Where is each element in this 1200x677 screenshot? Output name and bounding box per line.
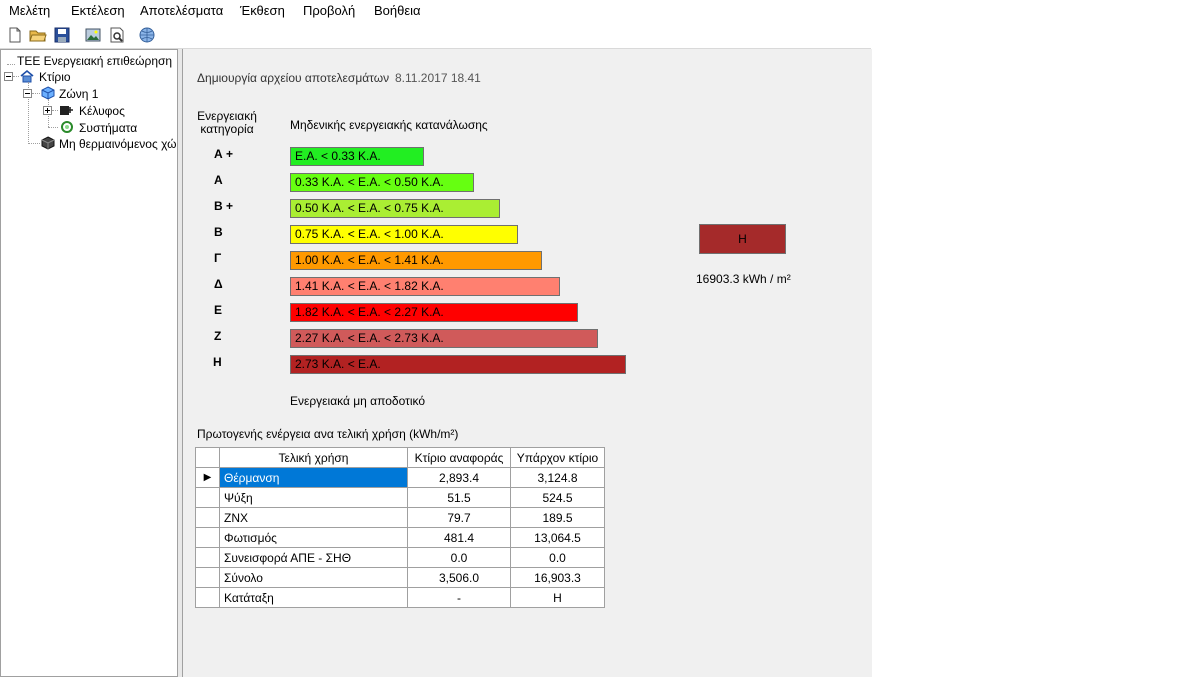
cell-existing-value[interactable]: 16,903.3 — [510, 567, 605, 588]
menu-voitheia[interactable]: Βοήθεια — [374, 3, 421, 18]
created-label: Δημιουργία αρχείου αποτελεσμάτων — [197, 71, 390, 85]
table-header-row: Τελική χρήση Κτίριο αναφοράς Υπάρχον κτί… — [195, 447, 605, 468]
tree-node-unheated-space[interactable]: Μη θερμαινόμενος χώ — [59, 137, 177, 151]
rating-bar: 1.41 Κ.Α. < Ε.Α. < 1.82 Κ.Α. — [290, 277, 560, 296]
table-row[interactable]: ΖΝΧ 79.7 189.5 — [195, 507, 605, 528]
category-label: Ε — [214, 303, 223, 317]
cell-reference-value[interactable]: 2,893.4 — [407, 467, 511, 488]
cell-existing-value[interactable]: 524.5 — [510, 487, 605, 508]
category-label: Β — [214, 225, 223, 239]
rating-value: 16903.3 kWh / m² — [696, 272, 791, 286]
inefficient-label: Ενεργειακά μη αποδοτικό — [290, 394, 426, 408]
row-header-corner — [195, 447, 220, 468]
category-label: Α — [214, 173, 223, 187]
new-file-icon[interactable] — [6, 26, 24, 44]
rating-bar: 2.73 Κ.Α. < Ε.Α. — [290, 355, 626, 374]
table-row[interactable]: Συνεισφορά ΑΠΕ - ΣΗΘ 0.0 0.0 — [195, 547, 605, 568]
rating-bar: 0.33 Κ.Α. < Ε.Α. < 0.50 Κ.Α. — [290, 173, 474, 192]
cell-reference-value[interactable]: - — [407, 587, 511, 608]
row-header[interactable] — [195, 567, 220, 588]
project-tree: ΤΕΕ Ενεργειακή επιθεώρηση Κτίριο Ζώνη 1 … — [0, 49, 178, 677]
table-title: Πρωτογενής ενέργεια ανα τελική χρήση (kW… — [197, 427, 459, 441]
created-date: 8.11.2017 18.41 — [395, 71, 481, 85]
envelope-icon — [59, 103, 73, 120]
tree-node-zone-1[interactable]: Ζώνη 1 — [59, 87, 99, 101]
cell-end-use[interactable]: ΖΝΧ — [219, 507, 408, 528]
application-window: Μελέτη Εκτέλεση Αποτελέσματα Έκθεση Προβ… — [0, 0, 872, 677]
category-label: Η — [213, 355, 222, 369]
table-row[interactable]: Φωτισμός 481.4 13,064.5 — [195, 527, 605, 548]
cell-end-use[interactable]: Φωτισμός — [219, 527, 408, 548]
tree-node-systems[interactable]: Συστήματα — [79, 121, 138, 135]
cell-end-use[interactable]: Κατάταξη — [219, 587, 408, 608]
cell-reference-value[interactable]: 3,506.0 — [407, 567, 511, 588]
current-row-indicator-icon: ▶ — [195, 467, 220, 488]
rating-bar: 1.00 Κ.Α. < Ε.Α. < 1.41 Κ.Α. — [290, 251, 542, 270]
column-header-reference-building[interactable]: Κτίριο αναφοράς — [407, 447, 511, 468]
tree-node-building[interactable]: Κτίριο — [39, 70, 71, 84]
category-label: Δ — [214, 277, 223, 291]
category-header: Ενεργειακή κατηγορία — [197, 109, 257, 136]
cell-existing-value[interactable]: 0.0 — [510, 547, 605, 568]
cell-existing-value[interactable]: 13,064.5 — [510, 527, 605, 548]
menu-bar: Μελέτη Εκτέλεση Αποτελέσματα Έκθεση Προβ… — [0, 0, 871, 22]
cell-end-use[interactable]: Σύνολο — [219, 567, 408, 588]
row-header[interactable] — [195, 527, 220, 548]
column-header-end-use[interactable]: Τελική χρήση — [219, 447, 408, 468]
column-header-existing-building[interactable]: Υπάρχον κτίριο — [510, 447, 605, 468]
save-icon[interactable] — [53, 26, 71, 44]
rating-badge: Η — [699, 224, 786, 254]
table-row[interactable]: Ψύξη 51.5 524.5 — [195, 487, 605, 508]
menu-apotelesmata[interactable]: Αποτελέσματα — [140, 3, 224, 18]
cell-reference-value[interactable]: 51.5 — [407, 487, 511, 508]
row-header[interactable] — [195, 507, 220, 528]
globe-icon[interactable] — [138, 26, 156, 44]
house-icon — [20, 69, 34, 86]
collapse-zone-toggle[interactable] — [23, 89, 32, 98]
category-label: Ζ — [214, 329, 222, 343]
menu-meleti[interactable]: Μελέτη — [9, 3, 51, 18]
cell-existing-value[interactable]: 3,124.8 — [510, 467, 605, 488]
pane-splitter[interactable] — [178, 49, 182, 677]
zero-consumption-label: Μηδενικής ενεργειακής κατανάλωσης — [290, 118, 488, 132]
cell-reference-value[interactable]: 0.0 — [407, 547, 511, 568]
menu-ektelesi[interactable]: Εκτέλεση — [71, 3, 125, 18]
cell-existing-value[interactable]: Η — [510, 587, 605, 608]
menu-ekthesi[interactable]: Έκθεση — [240, 3, 285, 18]
category-label: Α + — [214, 147, 234, 161]
unheated-space-icon — [41, 136, 55, 153]
cell-end-use[interactable]: Θέρμανση — [219, 467, 408, 488]
cell-reference-value[interactable]: 79.7 — [407, 507, 511, 528]
rating-bar: 0.50 Κ.Α. < Ε.Α. < 0.75 Κ.Α. — [290, 199, 500, 218]
category-label: Β + — [214, 199, 234, 213]
rating-bar: 2.27 Κ.Α. < Ε.Α. < 2.73 Κ.Α. — [290, 329, 598, 348]
cell-reference-value[interactable]: 481.4 — [407, 527, 511, 548]
cell-existing-value[interactable]: 189.5 — [510, 507, 605, 528]
row-header[interactable] — [195, 587, 220, 608]
tree-node-tee-inspection[interactable]: ΤΕΕ Ενεργειακή επιθεώρηση — [17, 54, 173, 68]
table-row[interactable]: ▶ Θέρμανση 2,893.4 3,124.8 — [195, 467, 605, 488]
toolbar — [0, 22, 871, 49]
table-row[interactable]: Σύνολο 3,506.0 16,903.3 — [195, 567, 605, 588]
row-header[interactable] — [195, 547, 220, 568]
primary-energy-table: Τελική χρήση Κτίριο αναφοράς Υπάρχον κτί… — [195, 447, 605, 608]
cell-end-use[interactable]: Ψύξη — [219, 487, 408, 508]
expand-envelope-toggle[interactable] — [43, 106, 52, 115]
tree-node-envelope[interactable]: Κέλυφος — [79, 104, 125, 118]
collapse-building-toggle[interactable] — [4, 72, 13, 81]
print-preview-icon[interactable] — [108, 26, 126, 44]
systems-icon — [60, 120, 74, 137]
rating-bar: Ε.Α. < 0.33 Κ.Α. — [290, 147, 424, 166]
open-folder-icon[interactable] — [29, 26, 47, 44]
rating-bar: 1.82 Κ.Α. < Ε.Α. < 2.27 Κ.Α. — [290, 303, 578, 322]
category-label: Γ — [214, 251, 222, 265]
image-icon[interactable] — [84, 26, 102, 44]
cell-end-use[interactable]: Συνεισφορά ΑΠΕ - ΣΗΘ — [219, 547, 408, 568]
menu-provoli[interactable]: Προβολή — [303, 3, 356, 18]
row-header[interactable] — [195, 487, 220, 508]
rating-bar: 0.75 Κ.Α. < Ε.Α. < 1.00 Κ.Α. — [290, 225, 518, 244]
table-row[interactable]: Κατάταξη - Η — [195, 587, 605, 608]
